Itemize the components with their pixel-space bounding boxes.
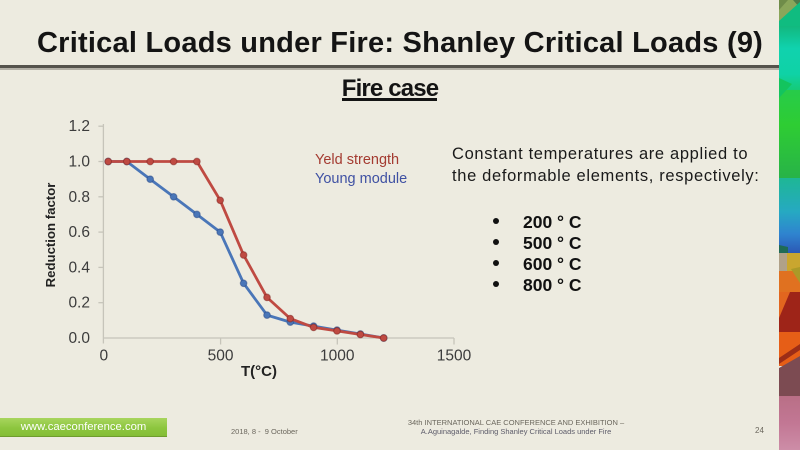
svg-text:1000: 1000 [320,348,355,365]
svg-text:0.0: 0.0 [68,330,90,347]
svg-text:0.4: 0.4 [68,259,90,276]
svg-text:0.2: 0.2 [68,295,90,312]
svg-text:0.6: 0.6 [68,224,90,241]
svg-text:Young module: Young module [315,171,407,187]
svg-text:0.8: 0.8 [68,189,90,206]
svg-text:0: 0 [99,348,108,365]
svg-text:500: 500 [208,348,234,365]
svg-text:1.0: 1.0 [68,154,90,171]
svg-text:Yeld strength: Yeld strength [315,152,399,168]
svg-text:1.2: 1.2 [68,118,90,135]
svg-text:Reduction factor: Reduction factor [43,183,58,288]
svg-text:T(°C): T(°C) [241,363,277,380]
svg-text:1500: 1500 [437,348,472,365]
